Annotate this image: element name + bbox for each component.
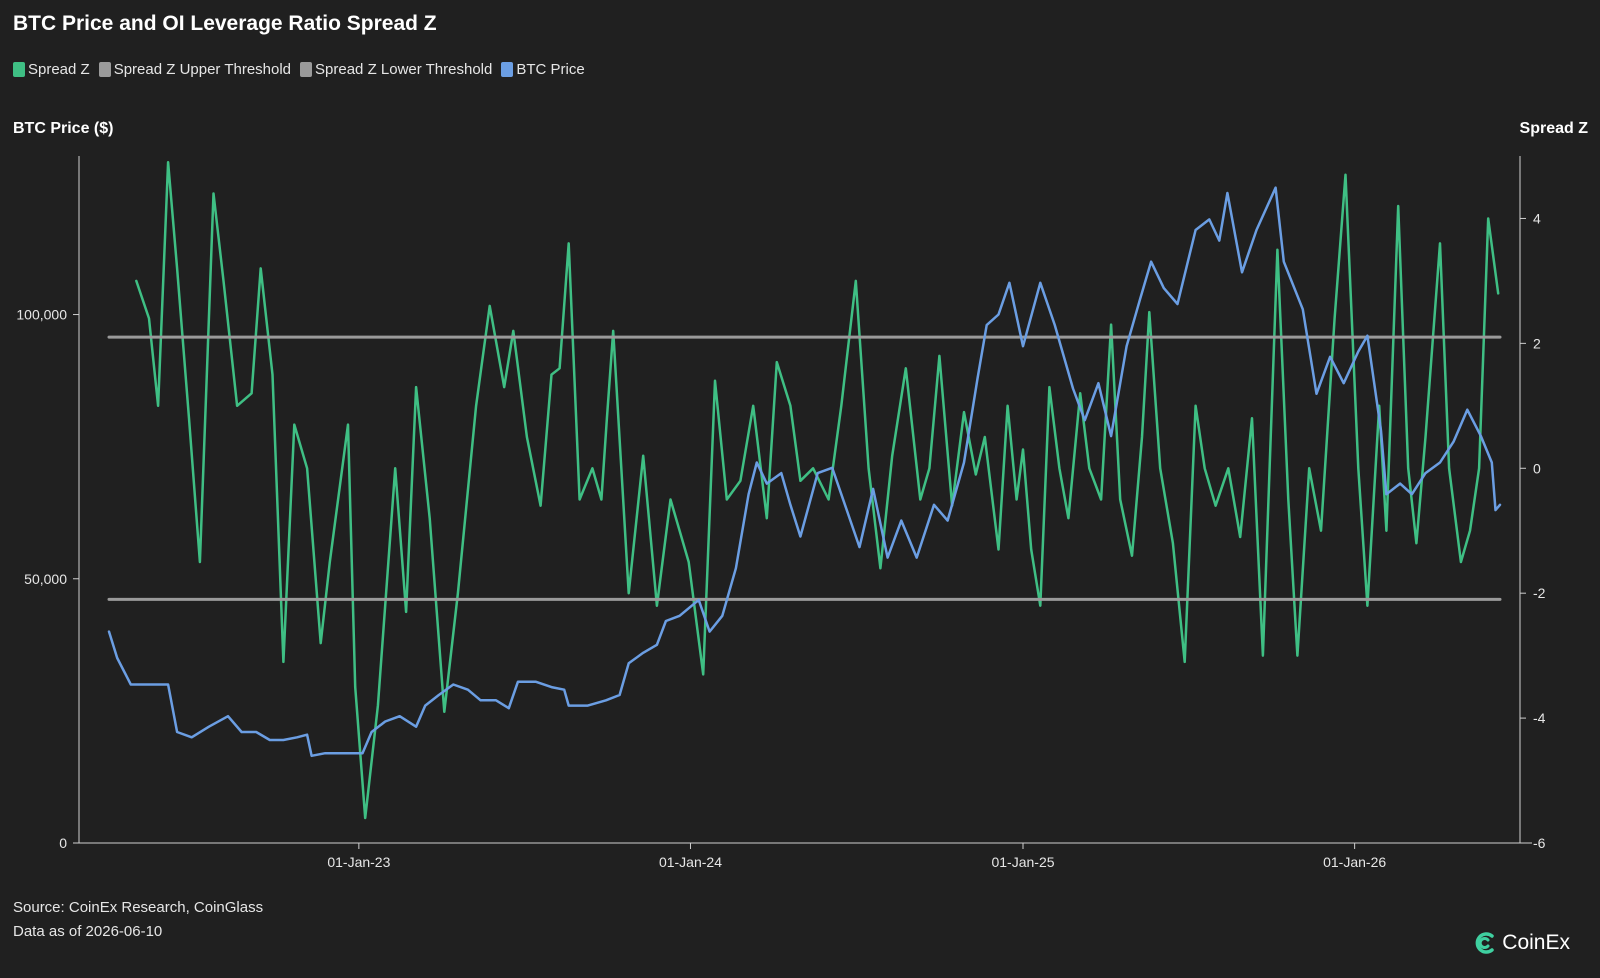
right-tick-label: 0 [1533,460,1541,476]
x-tick-label: 01-Jan-25 [991,854,1054,870]
left-tick-label: 50,000 [24,571,67,587]
right-tick-label: 2 [1533,335,1541,351]
coinex-logo-icon [1475,932,1495,954]
right-tick-label: 4 [1533,210,1541,226]
legend-label-spread-z: Spread Z [28,61,90,78]
chart-title: BTC Price and OI Leverage Ratio Spread Z [13,12,437,35]
x-tick-label: 01-Jan-26 [1323,854,1386,870]
data-date-note: Data as of 2026-06-10 [13,923,163,940]
legend-swatch-lower-threshold [300,62,313,77]
legend-swatch-upper-threshold [98,62,111,77]
right-tick-label: -2 [1533,585,1546,601]
legend-label-btc-price: BTC Price [516,61,585,78]
coinex-logo: CoinEx [1472,930,1570,956]
x-tick-label: 01-Jan-23 [327,854,390,870]
btc-price-line [107,186,1502,758]
logo-text: CoinEx [1502,931,1570,954]
right-tick-label: -6 [1533,835,1546,851]
legend: Spread Z Spread Z Upper Threshold Spread… [13,61,585,78]
legend-item-lower-threshold[interactable]: Spread Z Lower Threshold [300,61,492,78]
left-tick-label: 100,000 [16,307,67,323]
spread-z-line [135,160,1500,820]
legend-item-upper-threshold[interactable]: Spread Z Upper Threshold [98,61,292,78]
right-axis-title: Spread Z [1519,120,1588,137]
source-note: Source: CoinEx Research, CoinGlass [13,899,264,916]
legend-swatch-btc-price [501,62,514,77]
legend-item-btc-price[interactable]: BTC Price [501,61,585,78]
legend-swatch-spread-z [13,62,25,77]
axes-layer: 0 50,000 100,000 -6 -4 -2 0 2 4 01-Jan-23 01-Jan-2… [16,156,1546,870]
legend-label-lower-threshold: Spread Z Lower Threshold [315,61,493,78]
x-tick-label: 01-Jan-24 [659,854,722,870]
left-tick-label: 0 [59,835,67,851]
series-layer [107,160,1502,820]
legend-item-spread-z[interactable]: Spread Z [13,61,90,78]
right-tick-label: -4 [1533,710,1546,726]
left-axis-title: BTC Price ($) [13,120,114,137]
legend-label-upper-threshold: Spread Z Upper Threshold [113,61,292,78]
